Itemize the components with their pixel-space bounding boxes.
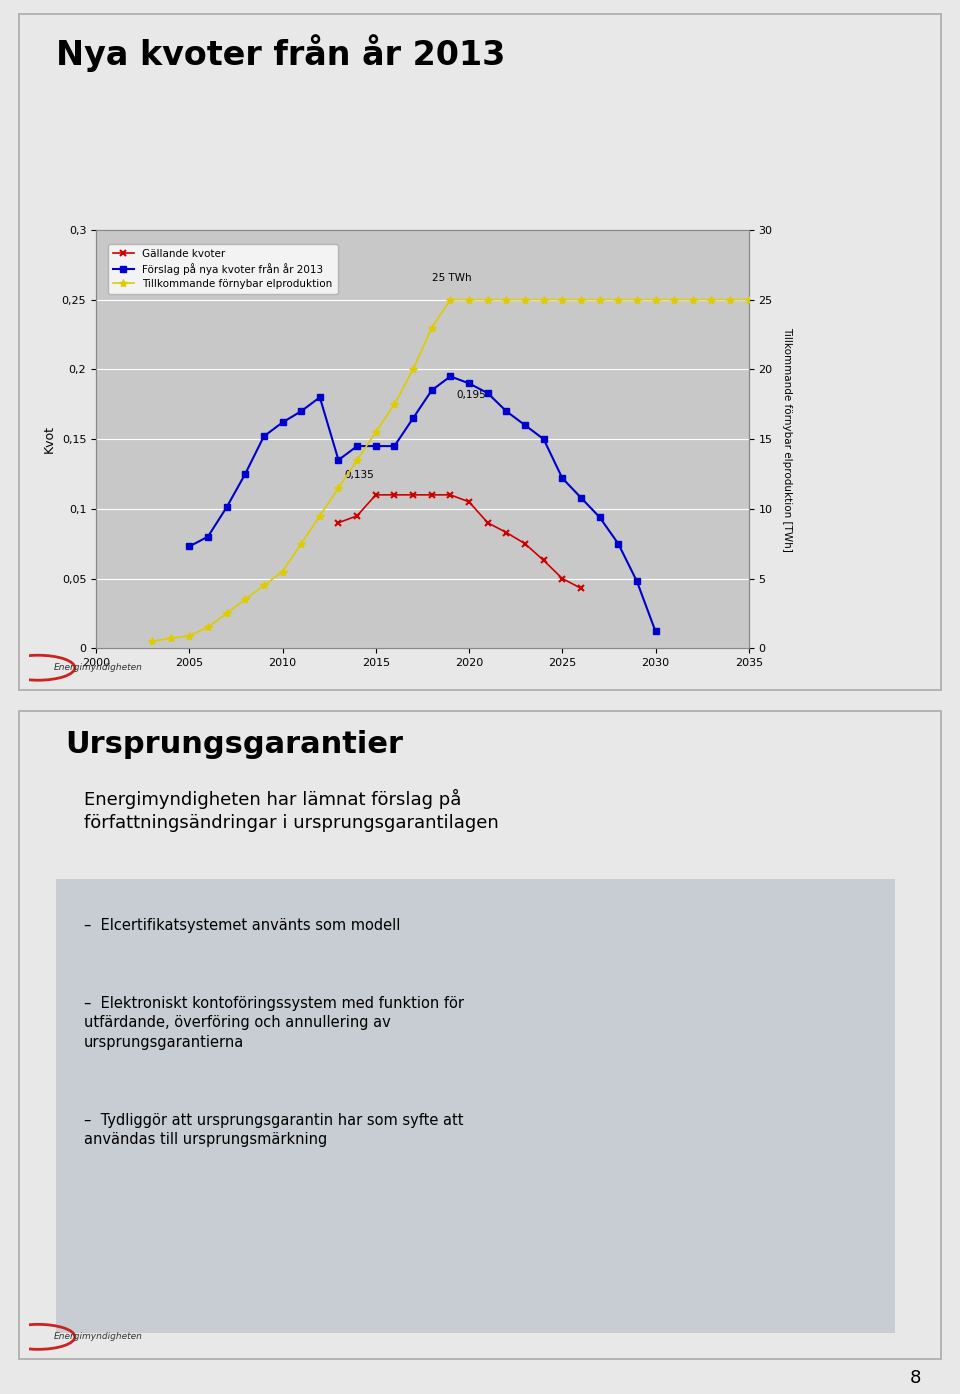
Legend: Gällande kvoter, Förslag på nya kvoter från år 2013, Tillkommande förnybar elpro: Gällande kvoter, Förslag på nya kvoter f… [108, 244, 338, 294]
Tillkommande förnybar elproduktion [725, 291, 736, 308]
Förslag på nya kvoter från år 2013 [500, 403, 512, 420]
Gällande kvoter [444, 487, 456, 503]
Förslag på nya kvoter från år 2013 [389, 438, 400, 454]
Förslag på nya kvoter från år 2013 [314, 389, 325, 406]
Förslag på nya kvoter från år 2013 [221, 499, 232, 516]
Gällande kvoter [464, 493, 475, 510]
Line: Gällande kvoter: Gällande kvoter [335, 492, 585, 591]
Tillkommande förnybar elproduktion [631, 291, 642, 308]
Gällande kvoter [538, 552, 549, 569]
Tillkommande förnybar elproduktion [594, 291, 606, 308]
Tillkommande förnybar elproduktion [370, 424, 381, 441]
Tillkommande förnybar elproduktion [687, 291, 699, 308]
Förslag på nya kvoter från år 2013 [370, 438, 381, 454]
Gällande kvoter [370, 487, 381, 503]
Y-axis label: Kvot: Kvot [43, 425, 56, 453]
Tillkommande förnybar elproduktion [165, 630, 177, 647]
Förslag på nya kvoter från år 2013 [464, 375, 475, 392]
Tillkommande förnybar elproduktion [557, 291, 568, 308]
Line: Förslag på nya kvoter från år 2013: Förslag på nya kvoter från år 2013 [186, 374, 659, 634]
Förslag på nya kvoter från år 2013 [631, 573, 642, 590]
Tillkommande förnybar elproduktion [650, 291, 661, 308]
Gällande kvoter [407, 487, 419, 503]
Text: 25 TWh: 25 TWh [432, 273, 471, 283]
Text: –  Elcertifikatsystemet använts som modell: – Elcertifikatsystemet använts som model… [84, 919, 400, 934]
Gällande kvoter [575, 580, 587, 597]
Tillkommande förnybar elproduktion [464, 291, 475, 308]
FancyBboxPatch shape [56, 880, 895, 1333]
Förslag på nya kvoter från år 2013 [239, 466, 251, 482]
Tillkommande förnybar elproduktion [258, 577, 270, 594]
Förslag på nya kvoter från år 2013 [296, 403, 307, 420]
Förslag på nya kvoter från år 2013 [575, 489, 587, 506]
Text: –  Elektroniskt kontoföringssystem med funktion för
utfärdande, överföring och a: – Elektroniskt kontoföringssystem med fu… [84, 997, 464, 1050]
Line: Tillkommande förnybar elproduktion: Tillkommande förnybar elproduktion [148, 296, 753, 645]
Förslag på nya kvoter från år 2013 [519, 417, 531, 434]
Förslag på nya kvoter från år 2013 [407, 410, 419, 427]
Tillkommande förnybar elproduktion [314, 507, 325, 524]
Förslag på nya kvoter från år 2013 [183, 538, 195, 555]
Förslag på nya kvoter från år 2013 [351, 438, 363, 454]
Text: –  Tydliggör att ursprungsgarantin har som syfte att
användas till ursprungsmärk: – Tydliggör att ursprungsgarantin har so… [84, 1112, 464, 1147]
Tillkommande förnybar elproduktion [296, 535, 307, 552]
Y-axis label: Tillkommande förnybar elproduktion [TWh]: Tillkommande förnybar elproduktion [TWh] [782, 326, 792, 552]
Tillkommande förnybar elproduktion [668, 291, 680, 308]
Tillkommande förnybar elproduktion [239, 591, 251, 608]
Tillkommande förnybar elproduktion [276, 563, 288, 580]
Text: Energimyndigheten har lämnat förslag på
författningsändringar i ursprungsgaranti: Energimyndigheten har lämnat förslag på … [84, 789, 498, 832]
Förslag på nya kvoter från år 2013 [594, 509, 606, 526]
Gällande kvoter [426, 487, 438, 503]
Tillkommande förnybar elproduktion [146, 633, 157, 650]
Tillkommande förnybar elproduktion [743, 291, 755, 308]
Text: 0,135: 0,135 [344, 470, 373, 480]
Tillkommande förnybar elproduktion [482, 291, 493, 308]
Tillkommande förnybar elproduktion [575, 291, 587, 308]
Text: 0,195: 0,195 [456, 390, 486, 400]
Text: Nya kvoter från år 2013: Nya kvoter från år 2013 [56, 35, 505, 72]
Tillkommande förnybar elproduktion [389, 396, 400, 413]
Förslag på nya kvoter från år 2013 [426, 382, 438, 399]
Förslag på nya kvoter från år 2013 [276, 414, 288, 431]
Tillkommande förnybar elproduktion [203, 619, 214, 636]
Text: 8: 8 [910, 1369, 922, 1387]
Förslag på nya kvoter från år 2013 [612, 535, 624, 552]
Text: Energimyndigheten: Energimyndigheten [54, 664, 143, 672]
Tillkommande förnybar elproduktion [500, 291, 512, 308]
Text: Ursprungsgarantier: Ursprungsgarantier [65, 730, 403, 760]
Förslag på nya kvoter från år 2013 [538, 431, 549, 447]
Tillkommande förnybar elproduktion [519, 291, 531, 308]
Tillkommande förnybar elproduktion [183, 627, 195, 644]
Gällande kvoter [389, 487, 400, 503]
Gällande kvoter [333, 514, 345, 531]
Tillkommande förnybar elproduktion [333, 480, 345, 496]
Tillkommande förnybar elproduktion [706, 291, 717, 308]
Förslag på nya kvoter från år 2013 [258, 428, 270, 445]
Förslag på nya kvoter från år 2013 [482, 385, 493, 401]
Tillkommande förnybar elproduktion [221, 605, 232, 622]
Gällande kvoter [519, 535, 531, 552]
Tillkommande förnybar elproduktion [426, 319, 438, 336]
Förslag på nya kvoter från år 2013 [333, 452, 345, 468]
Förslag på nya kvoter från år 2013 [444, 368, 456, 385]
Tillkommande förnybar elproduktion [538, 291, 549, 308]
Tillkommande förnybar elproduktion [407, 361, 419, 378]
Gällande kvoter [500, 524, 512, 541]
Gällande kvoter [557, 570, 568, 587]
Förslag på nya kvoter från år 2013 [203, 528, 214, 545]
Gällande kvoter [482, 514, 493, 531]
Tillkommande förnybar elproduktion [612, 291, 624, 308]
Gällande kvoter [351, 507, 363, 524]
Text: Energimyndigheten: Energimyndigheten [54, 1333, 143, 1341]
Tillkommande förnybar elproduktion [351, 452, 363, 468]
Förslag på nya kvoter från år 2013 [650, 623, 661, 640]
Förslag på nya kvoter från år 2013 [557, 470, 568, 487]
Tillkommande förnybar elproduktion [444, 291, 456, 308]
